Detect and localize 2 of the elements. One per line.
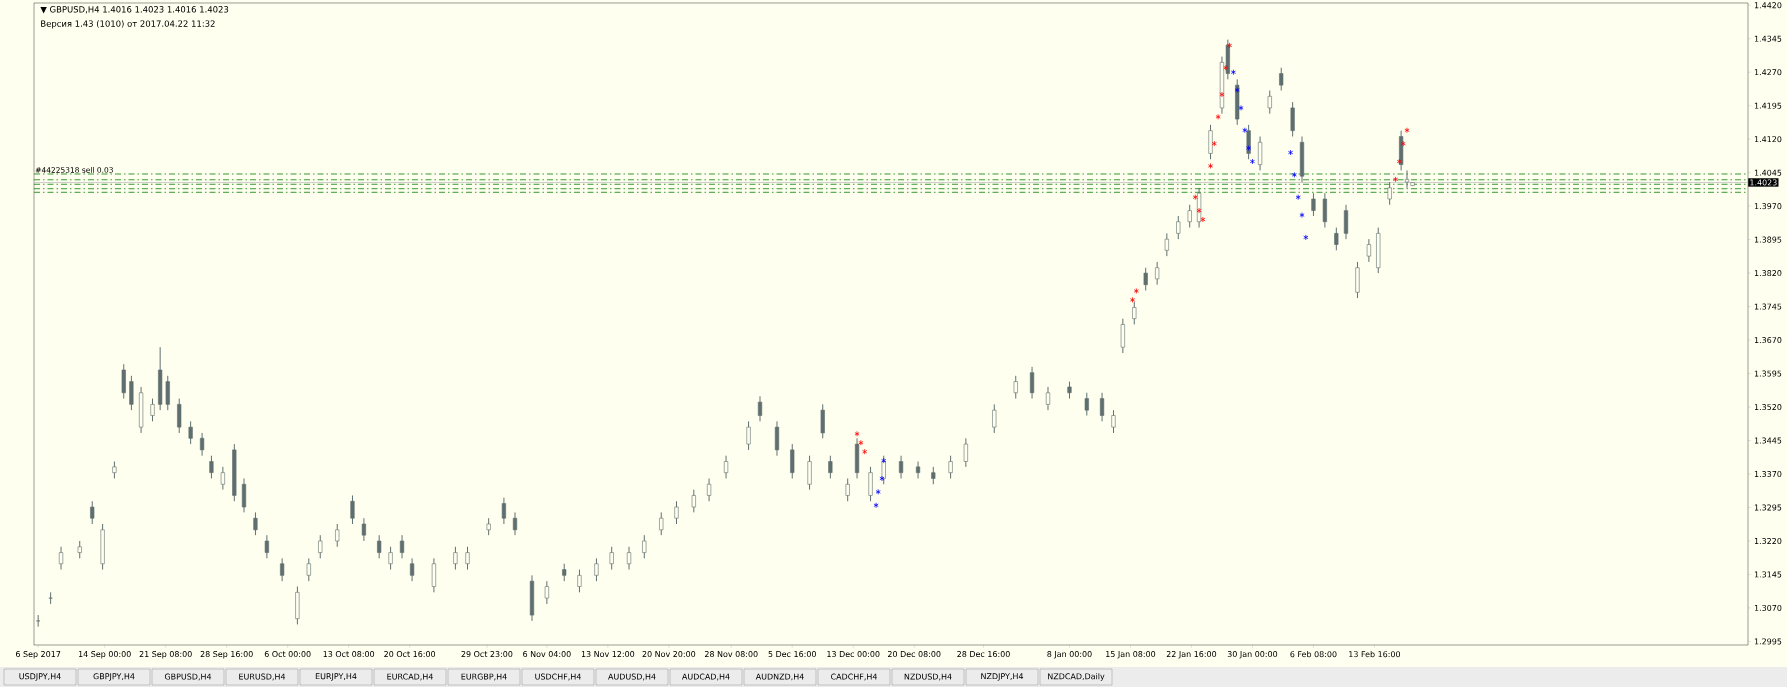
text: Версия 1.43 (1010) от 2017.04.22 11:32	[41, 20, 215, 29]
chart-title: ▼ GBPUSD,H4 1.4016 1.4023 1.4016 1.4023	[40, 6, 229, 14]
